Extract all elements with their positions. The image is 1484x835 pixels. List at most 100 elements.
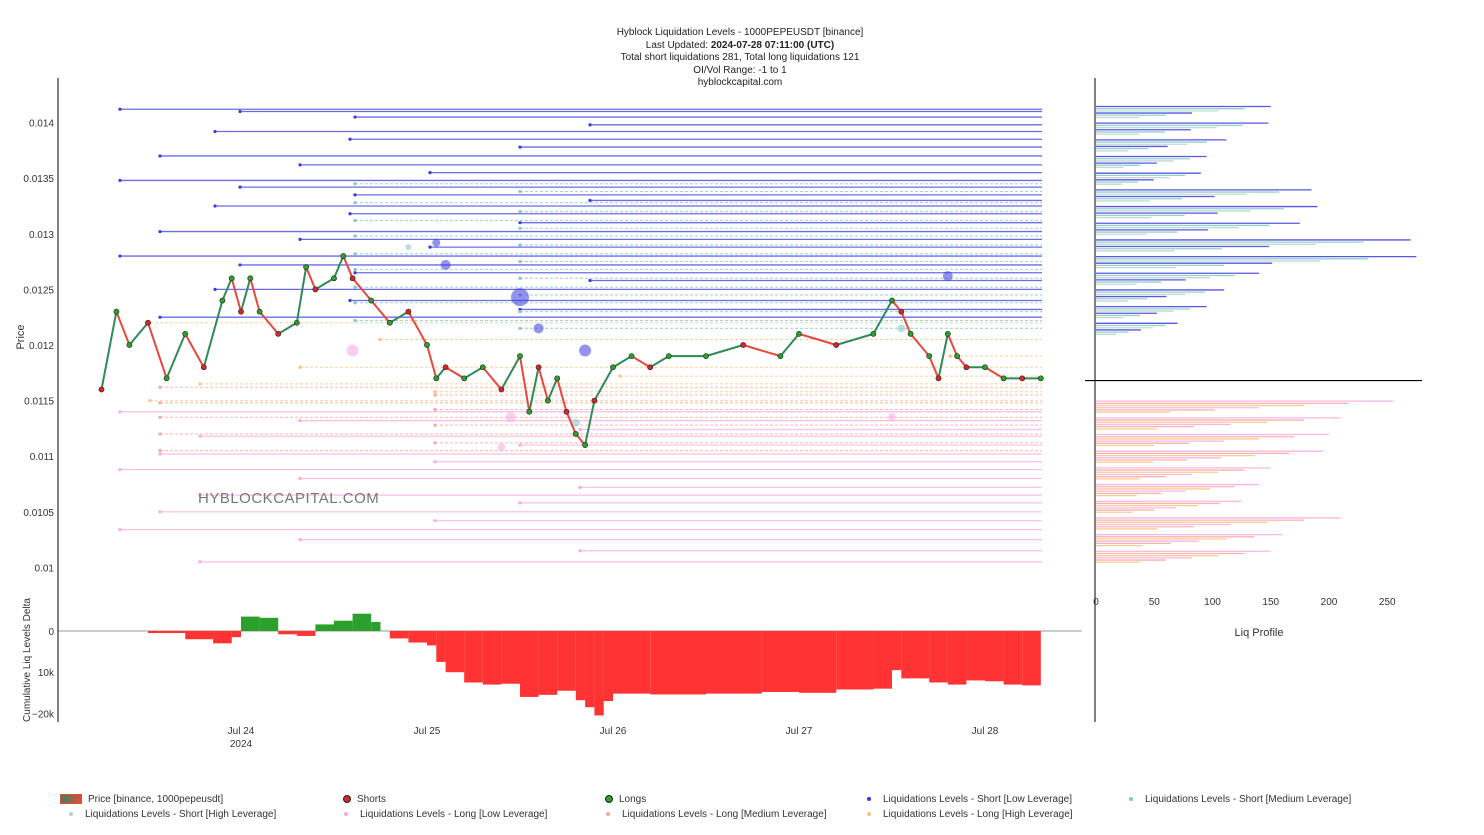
legend-swatch: [867, 812, 871, 817]
price-segment: [900, 311, 912, 335]
longs-marker: [703, 353, 709, 360]
price-y-axis-label: Price: [15, 324, 27, 349]
longs-marker: [303, 264, 309, 271]
liquidation-bubble: [432, 238, 441, 247]
delta-bar-negative: [231, 631, 241, 638]
shorts-marker: [145, 319, 151, 326]
shorts-marker: [442, 364, 449, 371]
short-level-low-anchor: [118, 178, 122, 183]
long-level-low-anchor: [158, 510, 162, 514]
axes-layer: 0.014 0.0135 0.013 0.0125 0.012 0.0115 0.011 0.…: [15, 78, 1422, 750]
shorts-marker: [563, 408, 570, 415]
legend-item[interactable]: Liquidations Levels - Long [Medium Lever…: [597, 809, 827, 820]
long-level-medium-anchor: [158, 401, 162, 405]
delta-bar-negative: [873, 631, 892, 689]
delta-bar-negative: [501, 631, 520, 684]
delta-layer: [58, 613, 1082, 716]
delta-y-tick-label: −20k: [32, 709, 55, 720]
profile-x-tick-label: 50: [1149, 597, 1161, 608]
price-segment: [100, 311, 118, 390]
legend-item[interactable]: Longs: [597, 794, 646, 805]
delta-bar-negative: [520, 631, 539, 697]
legend-item[interactable]: Liquidations Levels - Long [Low Leverage…: [335, 809, 547, 820]
longs-marker: [944, 330, 951, 337]
short-level-medium-anchor: [353, 267, 357, 271]
longs-marker: [1037, 375, 1044, 382]
price-segment: [835, 332, 874, 346]
price-segment: [115, 311, 131, 346]
legend-item[interactable]: Shorts: [335, 794, 386, 805]
long-level-high-anchor: [378, 337, 382, 342]
price-segment: [584, 400, 596, 446]
short-level-low-anchor: [353, 115, 357, 119]
legend-item[interactable]: Liquidations Levels - Long [High Leverag…: [858, 809, 1073, 820]
delta-bar-negative: [947, 631, 967, 685]
price-layer: [98, 253, 1044, 448]
shorts-marker: [312, 286, 319, 293]
price-segment: [128, 322, 149, 346]
legend-label: Longs: [619, 794, 647, 805]
price-segment: [165, 333, 187, 379]
price-segment: [556, 378, 568, 412]
short-level-low-anchor: [298, 163, 302, 167]
long-level-low-anchor: [518, 443, 522, 447]
short-level-medium-anchor: [518, 310, 522, 314]
liquidation-bubble: [440, 259, 451, 270]
longs-marker: [424, 342, 430, 348]
liquidation-bubble: [533, 323, 544, 334]
long-level-low-anchor: [298, 476, 302, 481]
price-segment: [872, 300, 893, 335]
long-level-low-anchor: [578, 485, 582, 489]
liquidation-totals: Total short liquidations 281, Total long…: [620, 52, 860, 63]
short-level-low-anchor: [213, 129, 217, 134]
legend-item[interactable]: Liquidations Levels - Short [Low Leverag…: [858, 794, 1072, 805]
price-segment: [445, 366, 465, 380]
legend-item[interactable]: Liquidations Levels - Short [Medium Leve…: [1120, 794, 1351, 805]
legend-swatch: [60, 794, 82, 805]
legend-item[interactable]: Price [binance, 1000pepeusdt]: [60, 794, 223, 805]
oi-vol-range: OI/Vol Range: -1 to 1: [693, 64, 787, 76]
price-segment: [546, 377, 559, 401]
delta-bar-negative: [557, 631, 576, 691]
longs-marker: [926, 353, 933, 360]
price-segment: [565, 411, 577, 435]
short-level-medium-anchor: [518, 260, 522, 264]
price-segment: [202, 300, 224, 368]
price-y-tick-label: 0.011: [30, 452, 55, 463]
shorts-marker: [898, 308, 905, 315]
legend-label: Liquidations Levels - Long [High Leverag…: [883, 809, 1073, 820]
short-level-low-anchor: [588, 198, 592, 203]
short-level-medium-anchor: [518, 209, 522, 214]
delta-bar-positive: [241, 616, 260, 631]
legend-swatch: [867, 797, 871, 802]
shorts-marker: [740, 342, 747, 348]
legend-swatch: [69, 812, 73, 817]
price-segment: [909, 333, 930, 357]
chart-title: Hyblock Liquidation Levels - 1000PEPEUSD…: [616, 27, 864, 38]
long-level-medium-anchor: [158, 385, 162, 389]
legend-label: Price [binance, 1000pepeusdt]: [88, 794, 224, 805]
delta-bar-negative: [1003, 631, 1023, 685]
longs-marker: [526, 408, 533, 415]
delta-bar-negative: [761, 631, 799, 692]
short-level-medium-anchor: [353, 218, 357, 223]
legend-swatch: [1129, 797, 1133, 802]
long-level-low-anchor: [298, 419, 302, 423]
short-level-low-anchor: [213, 287, 217, 291]
long-level-high-anchor: [618, 374, 622, 378]
shorts-marker: [200, 364, 207, 371]
short-level-low-anchor: [348, 298, 352, 303]
delta-bar-negative: [538, 631, 558, 695]
legend-item[interactable]: Liquidations Levels - Short [High Levera…: [60, 809, 276, 820]
shorts-marker: [963, 364, 970, 371]
short-level-low-anchor: [158, 229, 162, 234]
long-level-low-anchor: [198, 493, 202, 497]
liquidation-bubble: [405, 244, 412, 251]
site-link[interactable]: hyblockcapital.com: [697, 77, 783, 88]
long-level-high-anchor: [198, 382, 202, 386]
longs-marker: [572, 431, 579, 437]
long-level-low-anchor: [298, 538, 302, 542]
short-level-low-anchor: [348, 137, 352, 141]
short-level-low-anchor: [428, 245, 432, 249]
profile-x-tick-label: 200: [1321, 597, 1338, 608]
